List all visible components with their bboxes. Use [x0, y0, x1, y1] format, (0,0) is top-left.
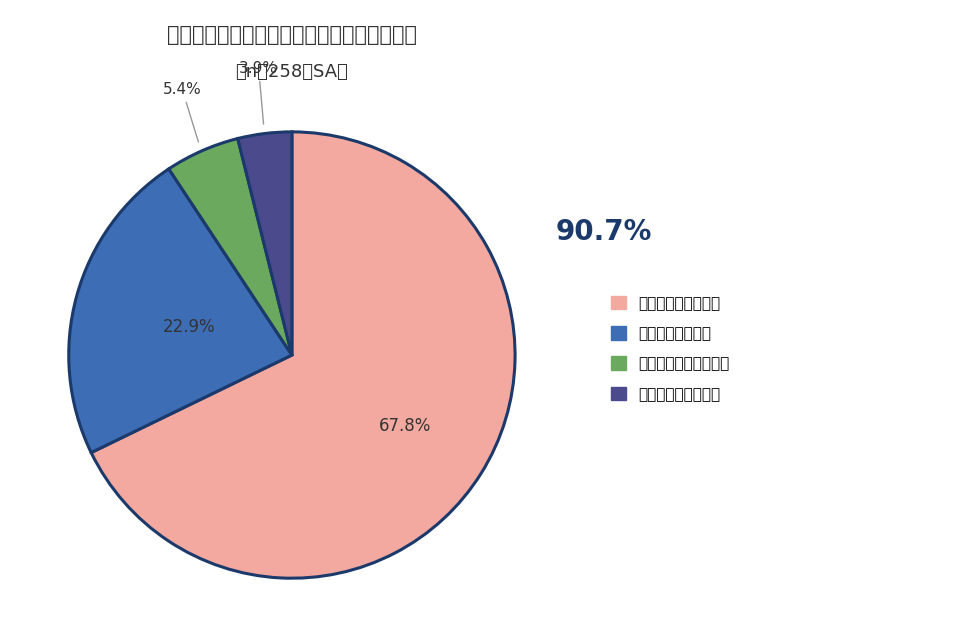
- Wedge shape: [168, 139, 292, 355]
- Text: 22.9%: 22.9%: [162, 318, 215, 336]
- Text: 90.7%: 90.7%: [556, 218, 652, 246]
- Wedge shape: [91, 132, 515, 578]
- Text: 3.9%: 3.9%: [239, 61, 278, 124]
- Wedge shape: [237, 132, 292, 355]
- Text: 67.8%: 67.8%: [379, 417, 432, 435]
- Wedge shape: [69, 169, 292, 453]
- Text: （n＝258、SA）: （n＝258、SA）: [235, 63, 348, 81]
- Legend: とても感謝している, 少し感謝している, あまり感謝していない, 全く感謝していない: とても感謝している, 少し感謝している, あまり感謝していない, 全く感謝してい…: [611, 295, 730, 402]
- Text: 好きにさせてくれた父親に感謝していますか: 好きにさせてくれた父親に感謝していますか: [167, 25, 416, 46]
- Text: 5.4%: 5.4%: [162, 82, 201, 142]
